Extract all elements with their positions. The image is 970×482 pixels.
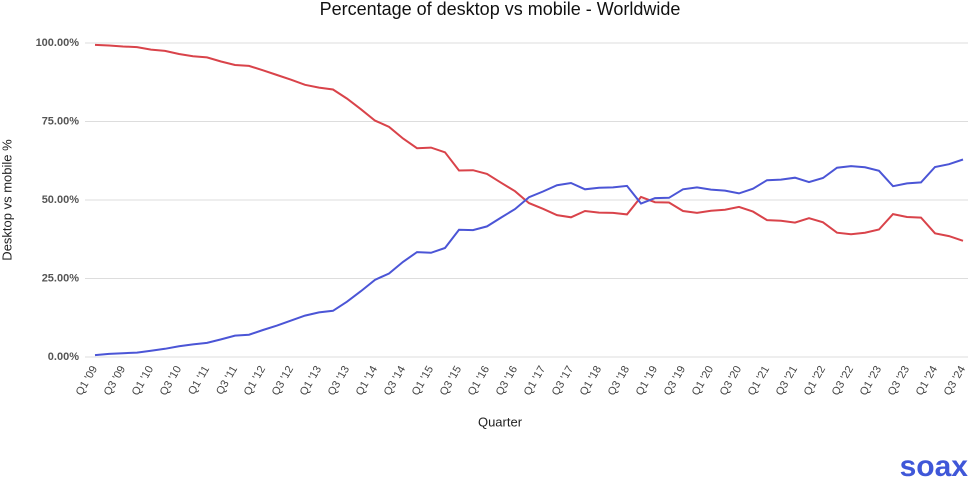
- x-tick-label: Q1 '14: [354, 364, 380, 398]
- x-tick-label: Q3 '10: [158, 364, 184, 398]
- x-tick-label: Q1 '16: [466, 364, 492, 398]
- x-tick-label: Q1 '10: [130, 364, 156, 398]
- brand-logo: soax: [900, 450, 969, 482]
- x-tick-label: Q3 '09: [102, 364, 128, 398]
- x-tick-label: Q3 '17: [550, 364, 576, 398]
- x-tick-label: Q1 '11: [186, 364, 212, 397]
- x-tick-label: Q1 '15: [410, 364, 436, 398]
- x-tick-label: Q1 '23: [858, 364, 884, 398]
- x-tick-label: Q1 '17: [522, 364, 548, 398]
- y-tick-label: 100.00%: [36, 37, 80, 49]
- chart-title: Percentage of desktop vs mobile - Worldw…: [320, 0, 681, 19]
- x-axis-label: Quarter: [478, 414, 523, 429]
- series-line: [94, 158, 964, 357]
- x-tick-label: Q1 '22: [802, 364, 828, 398]
- x-tick-label: Q1 '13: [298, 364, 324, 398]
- x-tick-label: Q1 '12: [242, 364, 268, 398]
- x-tick-label: Q3 '11: [214, 364, 240, 397]
- x-tick-label: Q3 '19: [662, 364, 688, 398]
- x-tick-label: Q3 '14: [382, 364, 408, 398]
- y-tick-label: 75.00%: [42, 115, 80, 127]
- x-tick-label: Q1 '18: [578, 364, 604, 398]
- x-tick-label: Q1 '19: [634, 364, 660, 398]
- x-tick-label: Q3 '18: [606, 364, 632, 398]
- x-tick-label: Q1 '09: [74, 364, 100, 398]
- x-tick-label: Q1 '21: [746, 364, 772, 398]
- x-tick-label: Q3 '23: [886, 364, 912, 398]
- x-tick-label: Q3 '21: [774, 364, 800, 398]
- x-tick-label: Q1 '20: [690, 364, 716, 398]
- y-tick-label: 0.00%: [48, 351, 79, 363]
- series-line: [94, 43, 964, 242]
- x-tick-label: Q3 '13: [326, 364, 352, 398]
- y-tick-label: 25.00%: [42, 272, 80, 284]
- y-tick-label: 50.00%: [42, 194, 80, 206]
- x-tick-label: Q3 '16: [494, 364, 520, 398]
- x-tick-label: Q1 '24: [914, 364, 940, 398]
- x-tick-label: Q3 '12: [270, 364, 296, 398]
- x-tick-label: Q3 '22: [830, 364, 856, 398]
- y-axis-label: Desktop vs mobile %: [0, 139, 14, 261]
- x-tick-label: Q3 '15: [438, 364, 464, 398]
- x-tick-label: Q3 '20: [718, 364, 744, 398]
- x-tick-label: Q3 '24: [942, 364, 968, 398]
